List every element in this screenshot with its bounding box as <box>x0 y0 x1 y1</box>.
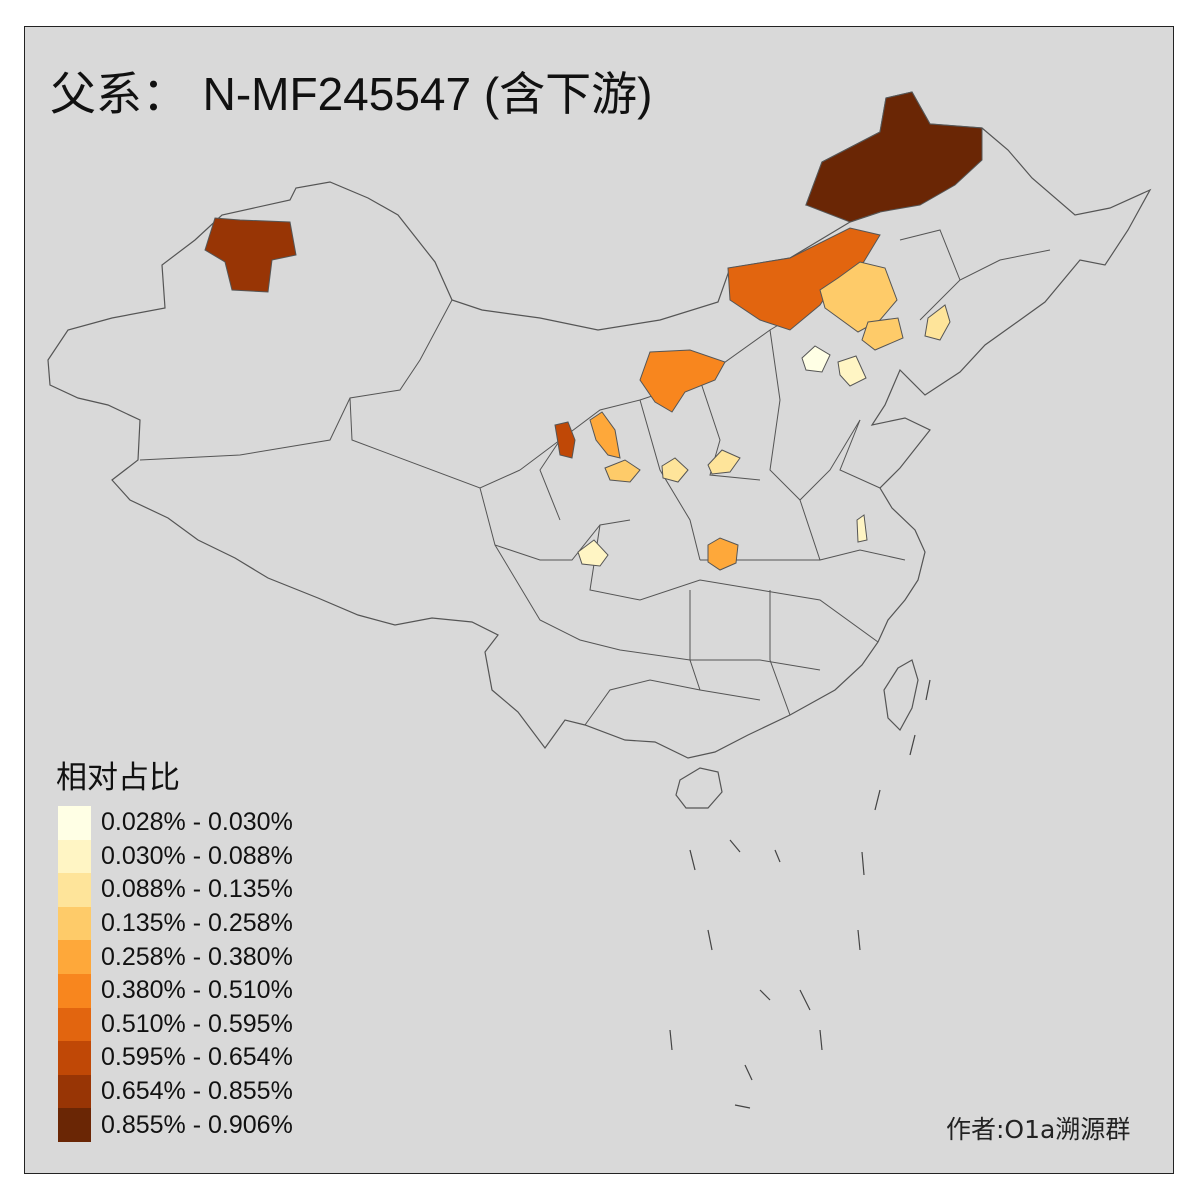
legend-item: 0.258% - 0.380% <box>58 940 293 974</box>
region-hulunbuir <box>805 91 983 223</box>
legend: 0.028% - 0.030% 0.030% - 0.088% 0.088% - 0… <box>58 806 293 1142</box>
legend-label: 0.088% - 0.135% <box>101 875 293 904</box>
legend-label: 0.654% - 0.855% <box>101 1077 293 1106</box>
author-credit: 作者:O1a溯源群 <box>946 1115 1131 1144</box>
region-beijing <box>801 345 831 373</box>
legend-swatch <box>58 873 91 907</box>
legend-item: 0.855% - 0.906% <box>58 1108 293 1142</box>
region-changchun-area <box>924 304 951 341</box>
region-shanxi-south <box>661 457 689 483</box>
legend-label: 0.510% - 0.595% <box>101 1009 293 1038</box>
region-nanyang-area <box>707 537 739 571</box>
legend-label: 0.135% - 0.258% <box>101 909 293 938</box>
legend-item: 0.088% - 0.135% <box>58 873 293 907</box>
hainan-island <box>675 767 723 809</box>
legend-swatch <box>58 906 91 941</box>
legend-item: 0.654% - 0.855% <box>58 1074 293 1109</box>
region-chengdu-area <box>577 539 609 567</box>
title-label: 父系： <box>50 67 188 121</box>
legend-title: 相对占比 <box>56 760 180 796</box>
region-yinchuan-area <box>554 421 576 459</box>
legend-item: 0.030% - 0.088% <box>58 839 293 874</box>
legend-swatch <box>58 1108 91 1142</box>
legend-swatch <box>58 1007 91 1042</box>
legend-item: 0.510% - 0.595% <box>58 1007 293 1042</box>
legend-item: 0.380% - 0.510% <box>58 973 293 1008</box>
legend-item: 0.028% - 0.030% <box>58 806 293 840</box>
legend-item: 0.595% - 0.654% <box>58 1041 293 1075</box>
taiwan-island <box>883 659 919 731</box>
legend-swatch <box>58 973 91 1008</box>
legend-swatch <box>58 940 91 974</box>
legend-item: 0.135% - 0.258% <box>58 906 293 941</box>
title-haplogroup: N-MF245547 (含下游) <box>202 68 653 120</box>
legend-label: 0.855% - 0.906% <box>101 1110 293 1139</box>
legend-swatch <box>58 1041 91 1075</box>
region-anhui-central <box>856 514 868 543</box>
region-ili-tacheng <box>204 217 297 293</box>
region-hohhot-baotou <box>639 349 726 413</box>
map-title: 父系： N-MF245547 (含下游) <box>50 58 653 124</box>
legend-swatch <box>58 839 91 874</box>
legend-swatch <box>58 806 91 840</box>
legend-label: 0.380% - 0.510% <box>101 976 293 1005</box>
legend-label: 0.595% - 0.654% <box>101 1043 293 1072</box>
legend-label: 0.258% - 0.380% <box>101 942 293 971</box>
south-china-sea-islands <box>669 679 931 1109</box>
region-xian-area <box>604 459 641 483</box>
region-tianjin-area <box>837 355 867 387</box>
legend-swatch <box>58 1074 91 1109</box>
legend-label: 0.030% - 0.088% <box>101 841 293 870</box>
region-yulin-area <box>589 411 621 459</box>
region-jilin-west <box>861 317 904 351</box>
legend-label: 0.028% - 0.030% <box>101 808 293 837</box>
region-henan-north <box>707 449 741 475</box>
